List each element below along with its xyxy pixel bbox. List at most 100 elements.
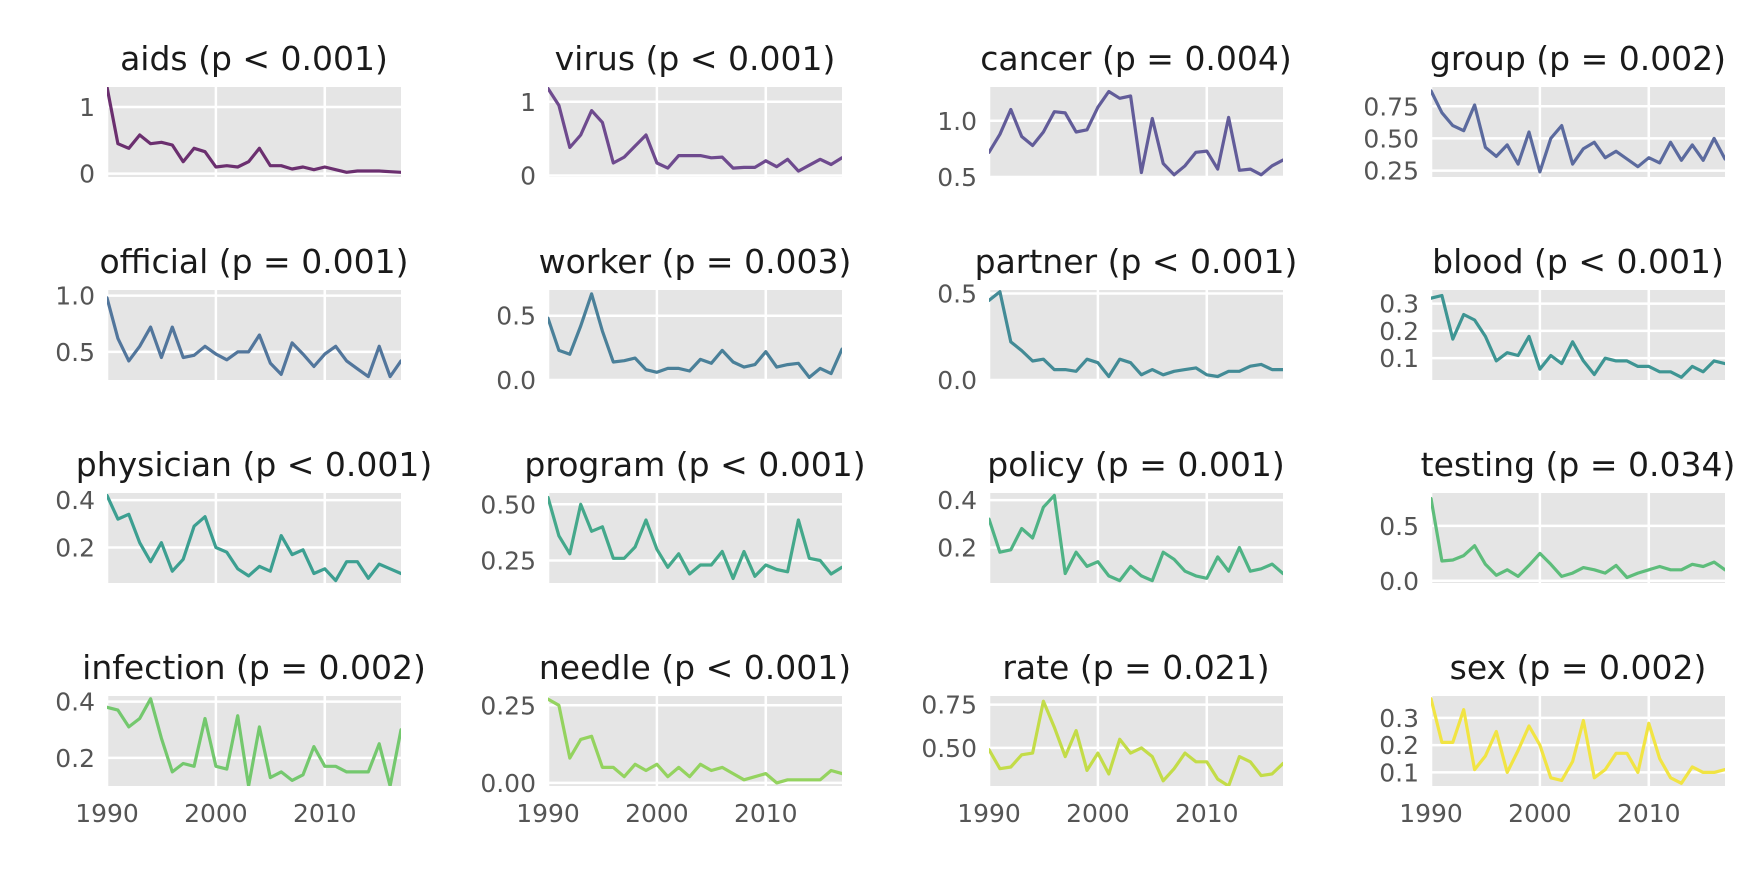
series-line [548, 87, 842, 173]
series-line [548, 495, 842, 581]
y-tick-label: 0.5 [1379, 512, 1419, 541]
panel-title: aids (p < 0.001) [120, 39, 388, 78]
y-tick-label: 0.2 [1379, 731, 1419, 760]
y-tick-label: 0.5 [937, 279, 977, 308]
chart-panel: 0.25 0.50 0.75 group (p = 0.002) [1363, 39, 1726, 186]
series-line [107, 493, 401, 583]
x-tick-label: 1990 [75, 799, 139, 828]
chart-panel: 0.25 0.50 program (p < 0.001) [480, 445, 866, 583]
panel-title: program (p < 0.001) [524, 445, 865, 484]
y-tick-label: 0.50 [1363, 124, 1419, 153]
y-tick-label: 0.25 [1363, 157, 1419, 186]
y-tick-label: 0.1 [1379, 344, 1419, 373]
series-line [989, 699, 1283, 786]
plot-background [989, 290, 1283, 380]
y-tick-label: 0.4 [55, 688, 95, 717]
x-tick-label: 2010 [293, 799, 357, 828]
panel-title: partner (p < 0.001) [975, 242, 1298, 281]
y-tick-label: 0.0 [496, 366, 536, 395]
panel-title: official (p = 0.001) [99, 242, 408, 281]
x-tick-label: 2000 [184, 799, 248, 828]
series-line [107, 296, 401, 379]
plot-background [989, 696, 1283, 786]
panel-title: testing (p = 0.034) [1421, 445, 1736, 484]
x-tick-label: 2000 [625, 799, 689, 828]
y-tick-label: 0.5 [55, 338, 95, 367]
y-tick-label: 0.0 [937, 366, 977, 395]
panel-title: sex (p = 0.002) [1450, 648, 1707, 687]
plot-background [1431, 87, 1725, 177]
x-tick-label: 2000 [1508, 799, 1572, 828]
series-line [107, 87, 401, 174]
y-tick-label: 0.75 [921, 691, 977, 720]
y-tick-label: 1 [79, 93, 95, 122]
series-line [1431, 697, 1725, 785]
series-line [1431, 293, 1725, 379]
panel-title: group (p = 0.002) [1430, 39, 1726, 78]
x-tick-label: 1990 [1399, 799, 1463, 828]
y-tick-label: 0.75 [1363, 92, 1419, 121]
y-tick-label: 0.5 [937, 163, 977, 192]
y-tick-label: 1.0 [55, 282, 95, 311]
x-tick-label: 2010 [1175, 799, 1239, 828]
chart-panel: 0 1 aids (p < 0.001) [79, 39, 401, 189]
y-tick-label: 0.00 [480, 769, 536, 798]
chart-panel: 0.50 0.75 rate (p = 0.021) 1990 2000 2010 [921, 648, 1283, 828]
y-tick-label: 0.4 [55, 486, 95, 515]
chart-panel: 0 1 virus (p < 0.001) [520, 39, 842, 191]
y-tick-label: 0 [79, 160, 95, 189]
y-tick-label: 0.2 [55, 744, 95, 773]
y-tick-label: 0 [520, 162, 536, 191]
plot-background [548, 87, 842, 177]
x-tick-label: 1990 [957, 799, 1021, 828]
panel-title: worker (p = 0.003) [539, 242, 852, 281]
y-tick-label: 0.50 [480, 490, 536, 519]
y-tick-label: 0.0 [1379, 567, 1419, 596]
panel-title: virus (p < 0.001) [555, 39, 836, 78]
series-line [1431, 89, 1725, 174]
y-tick-label: 0.4 [937, 486, 977, 515]
series-line [1431, 496, 1725, 580]
series-line [548, 292, 842, 379]
chart-panel: 0.10.20.3 sex (p = 0.002) 1990 2000 2010 [1379, 648, 1725, 828]
y-tick-label: 0.2 [55, 533, 95, 562]
panel-title: needle (p < 0.001) [539, 648, 851, 687]
y-tick-label: 0.1 [1379, 758, 1419, 787]
y-tick-label: 0.25 [480, 547, 536, 576]
x-tick-label: 2010 [734, 799, 798, 828]
y-tick-label: 0.3 [1379, 704, 1419, 733]
x-tick-label: 2000 [1066, 799, 1130, 828]
y-tick-label: 0.50 [921, 734, 977, 763]
plot-background [989, 493, 1283, 583]
series-line [989, 493, 1283, 583]
panel-title: policy (p = 0.001) [987, 445, 1284, 484]
plot-background [107, 493, 401, 583]
series-line [548, 697, 842, 785]
plot-background [107, 87, 401, 177]
plot-background [1431, 493, 1725, 583]
plot-background [1431, 290, 1725, 380]
panel-title: rate (p = 0.021) [1002, 648, 1269, 687]
panel-title: blood (p < 0.001) [1432, 242, 1724, 281]
x-tick-label: 1990 [516, 799, 580, 828]
y-tick-label: 0.2 [1379, 317, 1419, 346]
x-tick-label: 2010 [1617, 799, 1681, 828]
series-line [989, 89, 1283, 177]
series-line [989, 290, 1283, 379]
y-tick-label: 0.25 [480, 691, 536, 720]
y-tick-label: 0.3 [1379, 290, 1419, 319]
series-line [107, 697, 401, 786]
y-tick-label: 1.0 [937, 107, 977, 136]
y-tick-label: 1 [520, 88, 536, 117]
y-tick-label: 0.2 [937, 533, 977, 562]
panel-title: physician (p < 0.001) [76, 445, 433, 484]
